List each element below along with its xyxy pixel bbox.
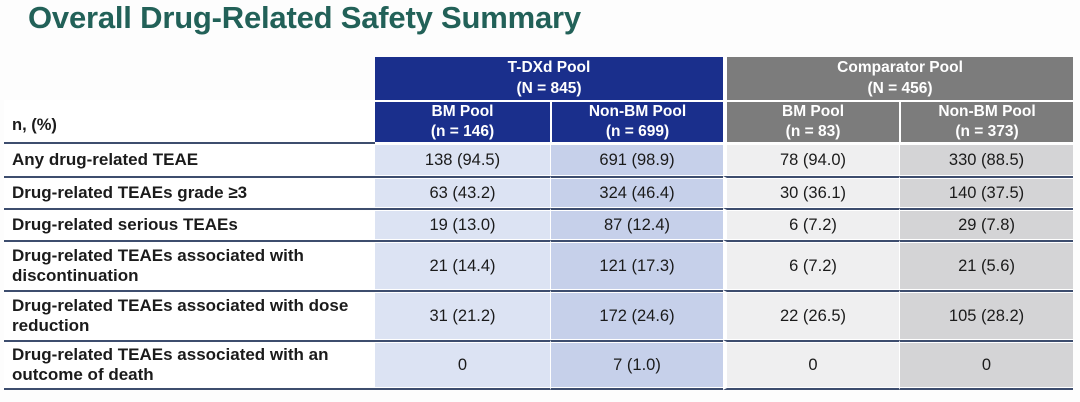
value-cell: 0 [899,340,1074,391]
value-cell: 22 (26.5) [723,290,900,341]
corner-label-cell: n, (%) [4,100,375,145]
col-header-tdxd-nonbm: Non-BM Pool (n = 699) [550,100,724,145]
table-row: Drug-related TEAEs associated with dose … [4,290,1074,341]
safety-summary-table: T-DXd Pool (N = 845) Comparator Pool (N … [4,57,1074,391]
value-cell: 31 (21.2) [375,290,550,341]
corner-empty-cell [4,57,375,100]
table-row: Any drug-related TEAE 138 (94.5) 691 (98… [4,144,1074,177]
value-cell: 19 (13.0) [375,208,550,241]
value-cell: 0 [723,340,900,391]
group-label: Comparator Pool [837,59,963,77]
table-row: Drug-related serious TEAEs 19 (13.0) 87 … [4,208,1074,241]
row-label: Drug-related TEAEs associated with dose … [4,290,375,341]
column-header-row: n, (%) BM Pool (n = 146) Non-BM Pool (n … [4,100,1074,145]
value-cell: 105 (28.2) [899,290,1074,341]
group-header-row: T-DXd Pool (N = 845) Comparator Pool (N … [4,57,1074,100]
row-label: Drug-related TEAEs associated with an ou… [4,340,375,391]
value-cell: 21 (14.4) [375,240,550,291]
col-label: Non-BM Pool [938,103,1036,120]
value-cell: 330 (88.5) [899,144,1074,177]
row-label: Drug-related TEAEs associated with disco… [4,240,375,291]
table-row: Drug-related TEAEs associated with an ou… [4,340,1074,391]
value-cell: 30 (36.1) [723,176,900,209]
value-cell: 138 (94.5) [375,144,550,177]
value-cell: 7 (1.0) [550,340,724,391]
group-header-tdxd-pool: T-DXd Pool (N = 845) [375,57,724,100]
value-cell: 6 (7.2) [723,240,900,291]
table-row: Drug-related TEAEs associated with disco… [4,240,1074,291]
col-n: (n = 699) [605,123,670,141]
row-label: Any drug-related TEAE [4,144,375,177]
group-n: (N = 845) [516,79,582,97]
value-cell: 172 (24.6) [550,290,724,341]
value-cell: 63 (43.2) [375,176,550,209]
col-label: BM Pool [431,103,494,120]
col-header-comparator-nonbm: Non-BM Pool (n = 373) [899,100,1074,145]
value-cell: 21 (5.6) [899,240,1074,291]
group-label: T-DXd Pool [507,59,591,77]
value-cell: 140 (37.5) [899,176,1074,209]
value-cell: 121 (17.3) [550,240,724,291]
col-header-tdxd-bm: BM Pool (n = 146) [375,100,550,145]
value-cell: 691 (98.9) [550,144,724,177]
row-label: Drug-related TEAEs grade ≥3 [4,176,375,209]
value-cell: 6 (7.2) [723,208,900,241]
col-label: BM Pool [782,103,845,120]
table-row: Drug-related TEAEs grade ≥3 63 (43.2) 32… [4,176,1074,209]
value-cell: 78 (94.0) [723,144,900,177]
value-cell: 87 (12.4) [550,208,724,241]
col-label: Non-BM Pool [588,103,687,120]
value-cell: 29 (7.8) [899,208,1074,241]
col-n: (n = 83) [785,123,841,141]
col-header-comparator-bm: BM Pool (n = 83) [723,100,900,145]
col-n: (n = 373) [955,123,1019,141]
value-cell: 324 (46.4) [550,176,724,209]
col-n: (n = 146) [430,123,495,141]
value-cell: 0 [375,340,550,391]
row-label: Drug-related serious TEAEs [4,208,375,241]
group-header-comparator-pool: Comparator Pool (N = 456) [723,57,1074,100]
group-n: (N = 456) [867,79,933,97]
slide-title: Overall Drug-Related Safety Summary [28,0,581,35]
